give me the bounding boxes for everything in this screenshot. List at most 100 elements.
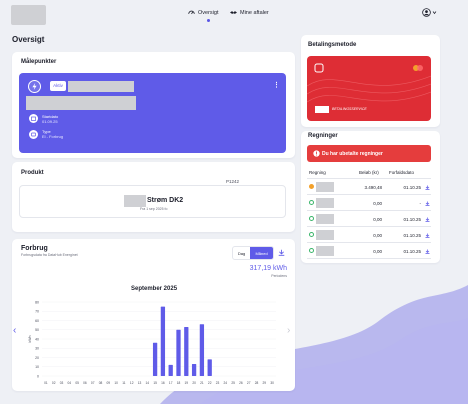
col-amount: Beløb (kr) (359, 170, 379, 175)
x-tick-label: 07 (91, 381, 95, 385)
chart-next-button[interactable]: › (287, 325, 291, 336)
product-card (12, 162, 295, 232)
type-label: Type (42, 129, 51, 134)
x-tick-label: 03 (60, 381, 64, 385)
x-tick-label: 09 (107, 381, 111, 385)
invoice-row[interactable]: 0,00 01.10.25 (307, 244, 431, 259)
y-tick-label: 60 (35, 319, 39, 323)
invoice-due-date: 01.10.25 (403, 217, 421, 222)
address-redacted (68, 81, 134, 92)
x-tick-label: 26 (239, 381, 243, 385)
invoice-due-date: 01.10.25 (403, 185, 421, 190)
tab-day[interactable]: Dag (237, 250, 246, 256)
period-toggle: Dag Måned (232, 246, 274, 260)
invoice-number-redacted (316, 246, 334, 256)
chart-prev-button[interactable]: ‹ (13, 325, 17, 336)
x-tick-label: 05 (75, 381, 79, 385)
calendar-icon (29, 114, 38, 123)
user-icon (422, 8, 431, 17)
chart-bar (207, 359, 212, 376)
x-tick-label: 10 (114, 381, 118, 385)
invoice-row[interactable]: 0,00 01.10.25 (307, 212, 431, 227)
x-tick-label: 22 (208, 381, 212, 385)
chart-bar (199, 324, 205, 376)
status-badge: Aktiv (50, 81, 66, 91)
x-tick-label: 25 (231, 381, 235, 385)
y-tick-label: 80 (35, 300, 39, 304)
payment-card-graphic (307, 56, 431, 121)
y-tick-label: 30 (35, 347, 39, 351)
invoice-row[interactable]: 0,00 01.10.25 (307, 228, 431, 243)
consumption-title: Forbrug (21, 245, 48, 252)
y-tick-label: 10 (35, 365, 39, 369)
consumption-subtitle: Forbrugsdata fra DataHub Energinet (21, 253, 78, 257)
invoice-amount: 0,00 (373, 233, 382, 238)
x-tick-label: 21 (200, 381, 204, 385)
y-tick-label: 70 (35, 310, 39, 314)
x-tick-label: 23 (216, 381, 220, 385)
payment-card-text: BETALINGSSERVICE (332, 107, 367, 111)
consumption-total: 317,19 kWh (249, 265, 287, 272)
tab-mine-aftaler[interactable]: Mine aftaler (230, 9, 269, 16)
download-icon[interactable] (425, 201, 430, 206)
col-invoice: Regning (309, 170, 326, 175)
x-tick-label: 18 (177, 381, 181, 385)
invoice-amount: 0,00 (373, 201, 382, 206)
download-button[interactable] (275, 246, 287, 260)
consumption-total-sub: Periodens (271, 274, 287, 278)
chart-bar (160, 306, 166, 376)
x-tick-label: 12 (130, 381, 134, 385)
y-tick-label: 40 (35, 337, 39, 341)
bolt-icon (28, 80, 41, 93)
start-date-value: 01.09.25 (42, 119, 58, 124)
meter-id-redacted (26, 96, 136, 110)
user-menu-button[interactable] (422, 8, 437, 17)
top-bar: Oversigt Mine aftaler (0, 0, 468, 30)
download-icon[interactable] (425, 249, 430, 254)
alert-icon (313, 150, 320, 157)
x-tick-label: 06 (83, 381, 87, 385)
x-tick-label: 27 (247, 381, 251, 385)
product-item[interactable] (19, 185, 286, 218)
product-prefix-redacted (124, 195, 146, 207)
download-icon[interactable] (425, 217, 430, 222)
alert-text: Du har ubetalte regninger (322, 151, 383, 157)
chart-bar (168, 364, 173, 376)
type-icon (29, 130, 38, 139)
invoice-number-redacted (316, 182, 334, 192)
chevron-down-icon (432, 11, 437, 15)
invoice-amount: 0,00 (373, 217, 382, 222)
unpaid-alert: Du har ubetalte regninger (307, 145, 431, 162)
download-icon (278, 249, 284, 256)
page-title: Oversigt (12, 35, 45, 44)
x-tick-label: 02 (52, 381, 56, 385)
chart-bar (191, 363, 197, 376)
x-tick-label: 08 (99, 381, 103, 385)
x-tick-label: 11 (122, 381, 126, 385)
invoices-header: Regning Beløb (kr) Forfaldsdato (307, 166, 431, 179)
product-subtitle: Fra 1 sep 2025 fo (140, 207, 168, 211)
x-tick-label: 29 (263, 381, 267, 385)
tab-label: Mine aftaler (240, 9, 269, 16)
x-tick-label: 28 (255, 381, 259, 385)
col-due: Forfaldsdato (389, 170, 415, 175)
invoice-number-redacted (316, 198, 334, 208)
check-status-icon (309, 248, 314, 253)
more-options-icon[interactable]: ⋮ (273, 82, 280, 89)
download-icon[interactable] (425, 233, 430, 238)
invoices-title: Regninger (308, 133, 338, 139)
tab-oversigt[interactable]: Oversigt (188, 9, 218, 16)
product-title: Produkt (21, 170, 44, 176)
chart-bar (184, 326, 189, 376)
invoice-row[interactable]: 3.490,48 01.10.25 (307, 180, 431, 195)
metering-title: Målepunkter (21, 59, 57, 65)
invoice-amount: 0,00 (373, 249, 382, 254)
y-tick-label: 0 (37, 374, 39, 378)
check-status-icon (309, 232, 314, 237)
warning-status-icon (309, 184, 314, 189)
x-tick-label: 01 (44, 381, 48, 385)
tab-month[interactable]: Måned (250, 247, 273, 259)
product-code: P1242 (226, 179, 240, 184)
download-icon[interactable] (425, 185, 430, 190)
invoice-row[interactable]: 0,00 - (307, 196, 431, 211)
